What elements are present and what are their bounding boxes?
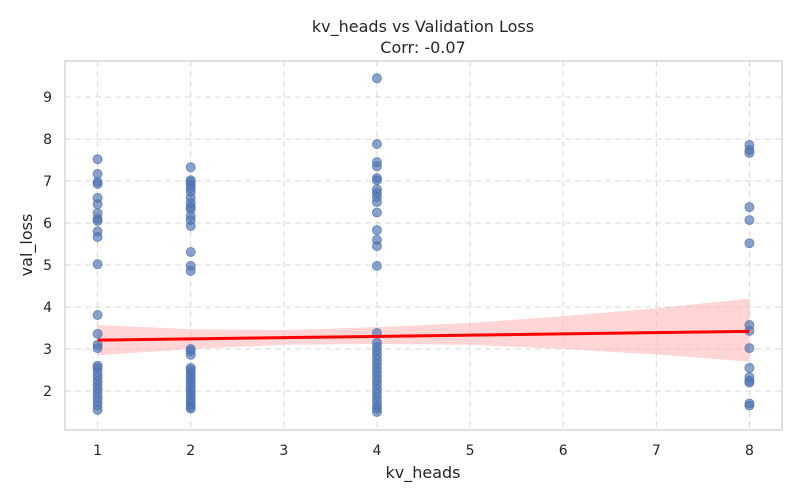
y-axis-label: val_loss — [17, 214, 37, 277]
data-point — [92, 215, 103, 226]
plot-frame — [64, 60, 783, 431]
x-axis-label: kv_heads — [385, 463, 460, 483]
x-tick-label: 8 — [745, 443, 754, 459]
data-point — [185, 349, 196, 360]
data-point — [371, 260, 382, 271]
data-point — [92, 179, 103, 189]
data-point — [185, 247, 196, 258]
y-tick-label: 7 — [43, 174, 52, 190]
grid — [65, 61, 782, 430]
data-point — [371, 207, 382, 218]
regression-group — [97, 329, 750, 342]
data-point — [371, 197, 382, 208]
data-point — [92, 154, 103, 165]
regression-line — [97, 329, 750, 342]
data-point — [371, 73, 382, 84]
data-point — [744, 215, 755, 226]
x-tick-label: 4 — [372, 443, 381, 459]
chart-title: kv_heads vs Validation Loss — [312, 17, 534, 37]
y-tick-label: 4 — [43, 300, 52, 316]
data-point — [92, 231, 103, 242]
x-tick-label: 2 — [186, 443, 195, 459]
data-point — [185, 265, 196, 276]
x-tick-label: 6 — [559, 443, 568, 459]
data-point — [371, 406, 382, 417]
data-point — [744, 343, 755, 354]
y-tick-label: 5 — [43, 258, 52, 274]
data-point — [371, 175, 382, 186]
data-point — [371, 225, 382, 236]
data-point — [92, 328, 103, 339]
data-point — [744, 202, 755, 213]
data-point — [744, 362, 755, 373]
chart-subtitle: Corr: -0.07 — [380, 38, 465, 57]
ticks-group: 1 2 3 4 5 6 7 8 2 3 4 5 6 7 8 9 — [43, 90, 754, 459]
data-point — [744, 400, 755, 411]
confidence-band — [97, 298, 750, 362]
data-point — [92, 199, 103, 210]
data-point — [92, 259, 103, 270]
y-tick-label: 3 — [43, 342, 52, 358]
y-tick-label: 8 — [43, 132, 52, 148]
points-group — [92, 73, 755, 417]
data-point — [92, 404, 103, 415]
data-point — [92, 343, 103, 354]
data-point — [185, 403, 196, 414]
ci-band-group — [97, 298, 750, 362]
x-tick-label: 7 — [652, 443, 661, 459]
y-tick-label: 6 — [43, 216, 52, 232]
data-point — [371, 139, 382, 150]
y-tick-label: 2 — [43, 384, 52, 400]
data-point — [744, 238, 755, 249]
data-point — [744, 147, 755, 158]
data-point — [185, 162, 196, 173]
x-tick-label: 3 — [279, 443, 288, 459]
data-point — [744, 377, 755, 388]
y-tick-label: 9 — [43, 90, 52, 106]
data-point — [185, 220, 196, 231]
data-point — [371, 161, 382, 172]
x-tick-label: 5 — [466, 443, 475, 459]
x-tick-label: 1 — [93, 443, 102, 459]
data-point — [92, 309, 103, 320]
data-point — [371, 241, 382, 252]
